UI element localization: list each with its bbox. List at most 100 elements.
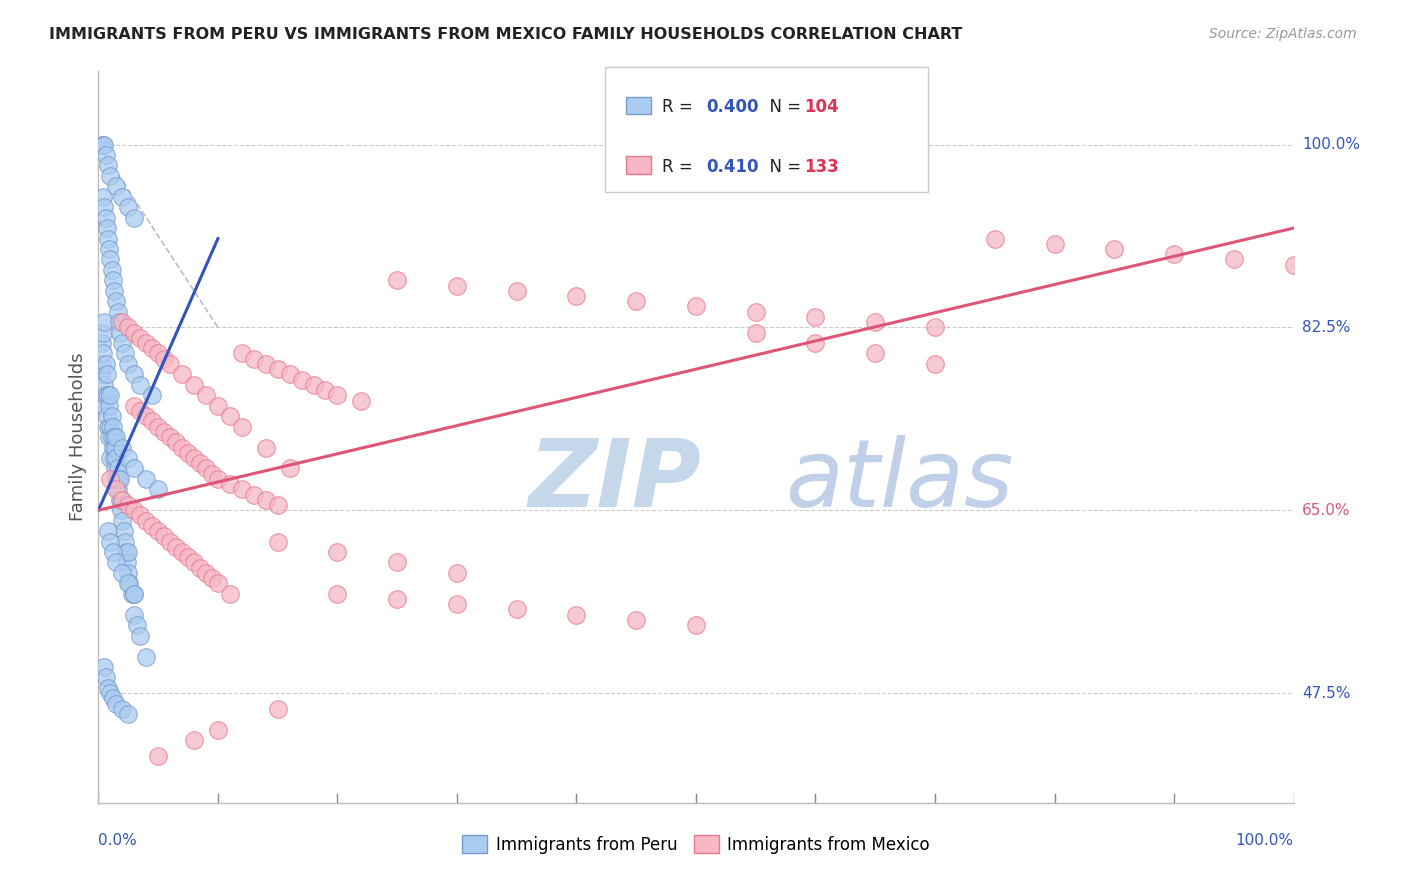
Point [183,556,205,570]
Point [98,534,122,549]
Point [685,300,707,314]
Point [98,430,121,444]
Point [446,278,468,293]
Point [188,456,211,470]
Point [326,388,349,402]
Point [207,399,229,413]
Point [565,289,588,303]
Point [148,524,170,538]
Point [153,351,176,366]
Point [385,556,409,570]
Point [117,576,139,591]
Point [195,461,218,475]
Point [129,404,152,418]
Point [183,450,205,465]
Point [93,200,115,214]
Text: 82.5%: 82.5% [1302,320,1350,334]
Point [183,733,205,747]
Point [114,346,136,360]
Point [91,190,114,204]
Point [201,467,224,481]
Point [100,430,122,444]
Point [103,450,125,465]
Point [153,529,176,543]
Point [172,545,194,559]
Point [100,409,122,424]
Text: R =: R = [662,98,699,116]
Point [207,723,229,737]
Point [118,576,141,591]
Text: 47.5%: 47.5% [1302,686,1350,700]
Point [135,514,157,528]
Point [201,571,224,585]
Point [865,346,887,360]
Point [101,691,124,706]
Point [93,315,115,329]
Point [172,368,194,382]
Point [124,399,146,413]
Point [107,461,129,475]
Point [93,660,115,674]
Point [446,597,468,611]
Point [153,425,176,439]
Point [745,326,768,340]
Point [148,346,170,360]
Point [101,273,124,287]
Point [207,576,229,591]
Point [124,461,146,475]
Point [195,388,218,402]
Text: N =: N = [759,98,807,116]
Point [98,169,122,183]
Point [117,706,139,721]
Point [141,414,163,428]
Point [924,320,946,334]
Point [91,357,114,371]
Point [97,681,120,695]
Point [159,534,181,549]
Point [626,613,648,627]
Point [90,368,112,382]
Point [159,430,181,444]
Text: 100.0%: 100.0% [1302,137,1360,152]
Point [111,702,134,716]
Point [91,137,114,152]
Point [165,540,187,554]
Point [97,419,120,434]
Point [124,587,146,601]
Point [117,200,139,214]
Text: R =: R = [662,158,699,176]
Point [104,461,127,475]
Text: 0.410: 0.410 [706,158,758,176]
Point [148,748,170,763]
Point [125,618,148,632]
Point [148,483,170,497]
Point [97,524,120,538]
Point [141,519,163,533]
Point [685,618,707,632]
Text: 0.400: 0.400 [706,98,758,116]
Point [135,336,157,351]
Text: atlas: atlas [786,435,1014,526]
Point [96,368,118,382]
Point [924,357,946,371]
Point [111,514,134,528]
Point [111,190,134,204]
Point [804,310,827,324]
Point [98,252,122,267]
Point [117,545,139,559]
Text: ZIP: ZIP [529,435,702,527]
Point [117,320,139,334]
Y-axis label: Family Households: Family Households [69,353,87,521]
Point [105,430,128,444]
Point [129,508,152,523]
Point [98,472,122,486]
Point [231,346,253,360]
Point [115,545,138,559]
Point [97,231,120,245]
Point [745,304,768,318]
Point [243,487,266,501]
Point [94,670,117,684]
Point [195,566,218,580]
Point [207,472,229,486]
Point [141,341,163,355]
